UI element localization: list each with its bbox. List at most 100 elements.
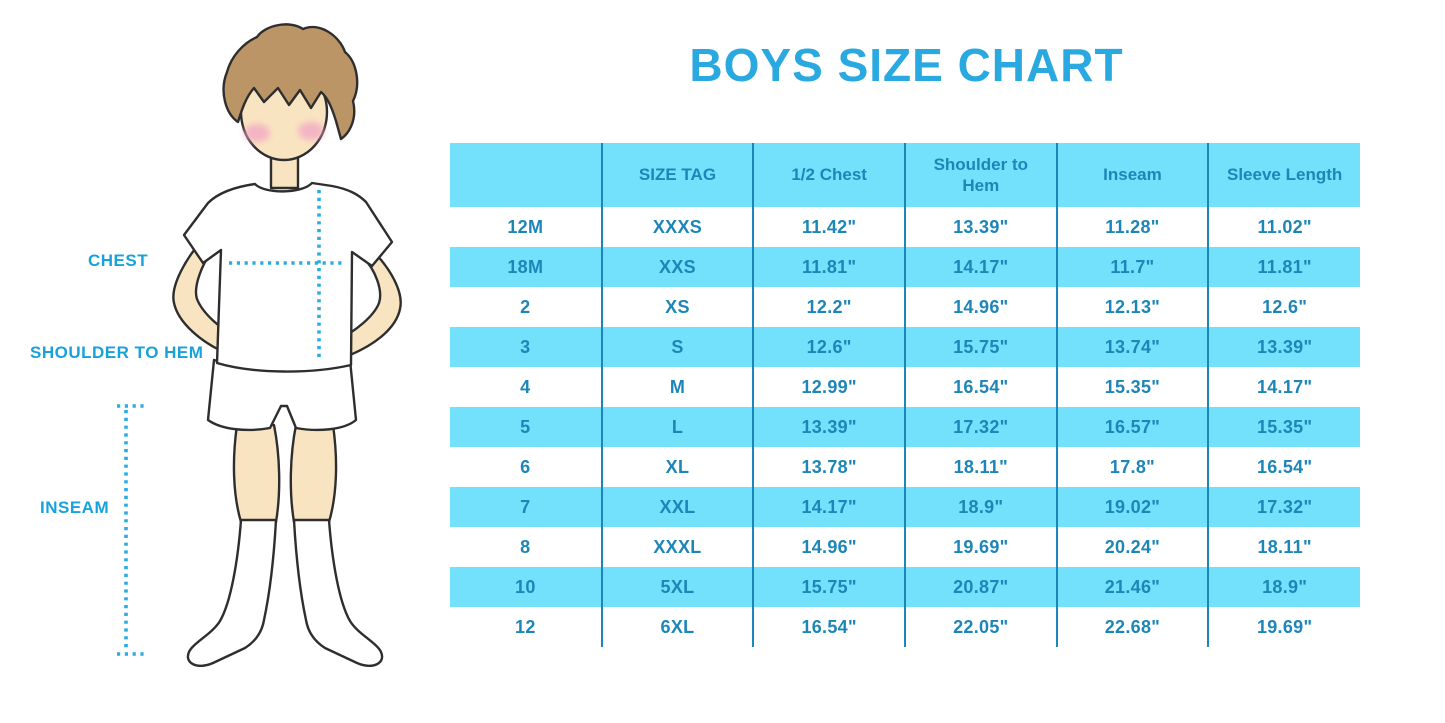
column-header: SIZE TAG — [600, 143, 754, 207]
boy-cheek-left — [244, 124, 270, 142]
table-cell: 18M — [450, 247, 602, 287]
table-cell: 2 — [450, 287, 602, 327]
table-cell: 20.87" — [903, 567, 1057, 607]
table-cell: 12.2" — [752, 287, 905, 327]
boy-measurement-figure: CHEST SHOULDER TO HEM INSEAM — [0, 0, 450, 723]
table-row: 8 XXXL 14.96" 19.69" 20.24" 18.11" — [450, 527, 1360, 567]
column-header: Inseam — [1055, 143, 1209, 207]
column-header: Sleeve Length — [1207, 143, 1360, 207]
shoulder-to-hem-label: SHOULDER TO HEM — [30, 343, 204, 362]
table-row: 12M XXXS 11.42" 13.39" 11.28" 11.02" — [450, 207, 1360, 247]
table-cell: 13.74" — [1055, 327, 1209, 367]
table-cell: 13.39" — [903, 207, 1057, 247]
boy-illustration — [117, 23, 402, 667]
table-cell: 15.35" — [1055, 367, 1209, 407]
table-cell: S — [600, 327, 754, 367]
table-cell: 12.13" — [1055, 287, 1209, 327]
size-table-head: SIZE TAG 1/2 Chest Shoulder to Hem Inseam Sl… — [450, 143, 1360, 207]
table-cell: 12.6" — [1207, 287, 1360, 327]
table-cell: XXXS — [600, 207, 754, 247]
table-cell: 12.99" — [752, 367, 905, 407]
table-cell: 6XL — [600, 607, 754, 647]
table-cell: 13.39" — [752, 407, 905, 447]
table-cell: 11.42" — [752, 207, 905, 247]
table-cell: 11.7" — [1055, 247, 1209, 287]
table-cell: 17.8" — [1055, 447, 1209, 487]
table-cell: 15.75" — [903, 327, 1057, 367]
table-row: 6 XL 13.78" 18.11" 17.8" 16.54" — [450, 447, 1360, 487]
table-cell: 20.24" — [1055, 527, 1209, 567]
header-row: SIZE TAG 1/2 Chest Shoulder to Hem Inseam Sl… — [450, 143, 1360, 207]
table-cell: 19.69" — [1207, 607, 1360, 647]
table-cell: 18.11" — [903, 447, 1057, 487]
table-cell: 12.6" — [752, 327, 905, 367]
column-header: 1/2 Chest — [752, 143, 905, 207]
table-cell: 11.28" — [1055, 207, 1209, 247]
table-cell: 17.32" — [1207, 487, 1360, 527]
table-cell: 8 — [450, 527, 602, 567]
chest-label: CHEST — [88, 251, 149, 270]
table-cell: 14.17" — [752, 487, 905, 527]
table-cell: 15.35" — [1207, 407, 1360, 447]
table-cell: 11.02" — [1207, 207, 1360, 247]
table-cell: 22.05" — [903, 607, 1057, 647]
table-cell: 3 — [450, 327, 602, 367]
table-row: 18M XXS 11.81" 14.17" 11.7" 11.81" — [450, 247, 1360, 287]
table-cell: L — [600, 407, 754, 447]
table-cell: 16.54" — [1207, 447, 1360, 487]
table-cell: 21.46" — [1055, 567, 1209, 607]
table-cell: 4 — [450, 367, 602, 407]
table-cell: XXXL — [600, 527, 754, 567]
table-cell: 11.81" — [1207, 247, 1360, 287]
table-cell: 19.69" — [903, 527, 1057, 567]
table-cell: 15.75" — [752, 567, 905, 607]
table-row: 4 M 12.99" 16.54" 15.35" 14.17" — [450, 367, 1360, 407]
table-row: 12 6XL 16.54" 22.05" 22.68" 19.69" — [450, 607, 1360, 647]
table-cell: 14.96" — [752, 527, 905, 567]
table-cell: 13.78" — [752, 447, 905, 487]
table-cell: XXL — [600, 487, 754, 527]
table-row: 2 XS 12.2" 14.96" 12.13" 12.6" — [450, 287, 1360, 327]
table-cell: 10 — [450, 567, 602, 607]
boy-cheek-right — [298, 122, 324, 140]
table-cell: 6 — [450, 447, 602, 487]
column-header: Shoulder to Hem — [903, 143, 1057, 207]
table-cell: 14.17" — [1207, 367, 1360, 407]
table-cell: M — [600, 367, 754, 407]
table-cell: 11.81" — [752, 247, 905, 287]
table-cell: 13.39" — [1207, 327, 1360, 367]
page-title: BOYS SIZE CHART — [689, 39, 1124, 91]
table-cell: 14.17" — [903, 247, 1057, 287]
boy-hair — [222, 23, 359, 141]
table-cell: XXS — [600, 247, 754, 287]
table-cell: 19.02" — [1055, 487, 1209, 527]
table-cell: 5XL — [600, 567, 754, 607]
boy-tshirt — [182, 181, 394, 373]
table-cell: 16.57" — [1055, 407, 1209, 447]
table-row: 7 XXL 14.17" 18.9" 19.02" 17.32" — [450, 487, 1360, 527]
table-cell: 18.11" — [1207, 527, 1360, 567]
table-row: 10 5XL 15.75" 20.87" 21.46" 18.9" — [450, 567, 1360, 607]
table-cell: XL — [600, 447, 754, 487]
table-cell: 22.68" — [1055, 607, 1209, 647]
table-row: 5 L 13.39" 17.32" 16.57" 15.35" — [450, 407, 1360, 447]
table-row: 3 S 12.6" 15.75" 13.74" 13.39" — [450, 327, 1360, 367]
table-cell: 18.9" — [1207, 567, 1360, 607]
size-table-body: 12M XXXS 11.42" 13.39" 11.28" 11.02" 18M XXS 11.… — [450, 207, 1360, 647]
boy-left-sock — [186, 518, 278, 667]
column-header — [450, 143, 602, 207]
table-cell: 12M — [450, 207, 602, 247]
table-cell: 17.32" — [903, 407, 1057, 447]
table-cell: 14.96" — [903, 287, 1057, 327]
boy-right-leg — [289, 423, 338, 524]
table-cell: 18.9" — [903, 487, 1057, 527]
table-cell: 5 — [450, 407, 602, 447]
table-cell: 16.54" — [752, 607, 905, 647]
table-cell: 7 — [450, 487, 602, 527]
table-cell: 12 — [450, 607, 602, 647]
size-table: SIZE TAG 1/2 Chest Shoulder to Hem Inseam Sl… — [450, 143, 1360, 647]
table-cell: XS — [600, 287, 754, 327]
inseam-label: INSEAM — [40, 498, 110, 517]
boy-right-sock — [292, 518, 384, 667]
